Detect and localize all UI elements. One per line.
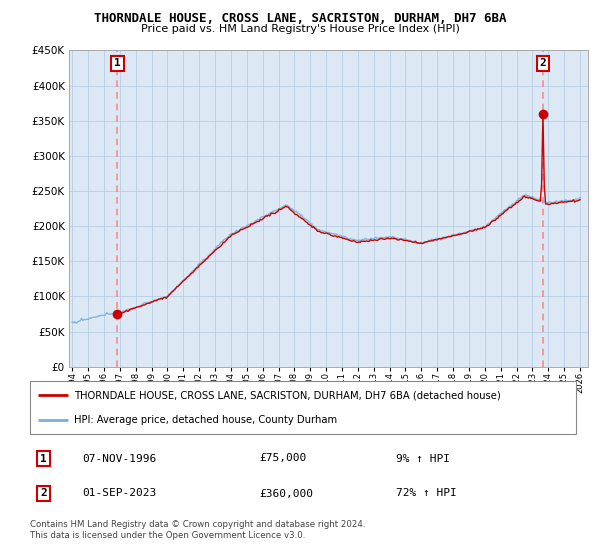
FancyBboxPatch shape	[30, 381, 576, 434]
Text: £75,000: £75,000	[259, 454, 307, 464]
Text: THORNDALE HOUSE, CROSS LANE, SACRISTON, DURHAM, DH7 6BA (detached house): THORNDALE HOUSE, CROSS LANE, SACRISTON, …	[74, 390, 500, 400]
Text: 9% ↑ HPI: 9% ↑ HPI	[396, 454, 450, 464]
Text: 1: 1	[114, 58, 121, 68]
Text: 01-SEP-2023: 01-SEP-2023	[82, 488, 156, 498]
Text: 07-NOV-1996: 07-NOV-1996	[82, 454, 156, 464]
Text: This data is licensed under the Open Government Licence v3.0.: This data is licensed under the Open Gov…	[30, 531, 305, 540]
Text: 72% ↑ HPI: 72% ↑ HPI	[396, 488, 457, 498]
Text: Price paid vs. HM Land Registry's House Price Index (HPI): Price paid vs. HM Land Registry's House …	[140, 24, 460, 34]
Text: HPI: Average price, detached house, County Durham: HPI: Average price, detached house, Coun…	[74, 414, 337, 424]
Text: 2: 2	[540, 58, 547, 68]
Text: £360,000: £360,000	[259, 488, 313, 498]
Text: 1: 1	[40, 454, 47, 464]
Text: THORNDALE HOUSE, CROSS LANE, SACRISTON, DURHAM, DH7 6BA: THORNDALE HOUSE, CROSS LANE, SACRISTON, …	[94, 12, 506, 25]
Text: 2: 2	[40, 488, 47, 498]
Text: Contains HM Land Registry data © Crown copyright and database right 2024.: Contains HM Land Registry data © Crown c…	[30, 520, 365, 529]
